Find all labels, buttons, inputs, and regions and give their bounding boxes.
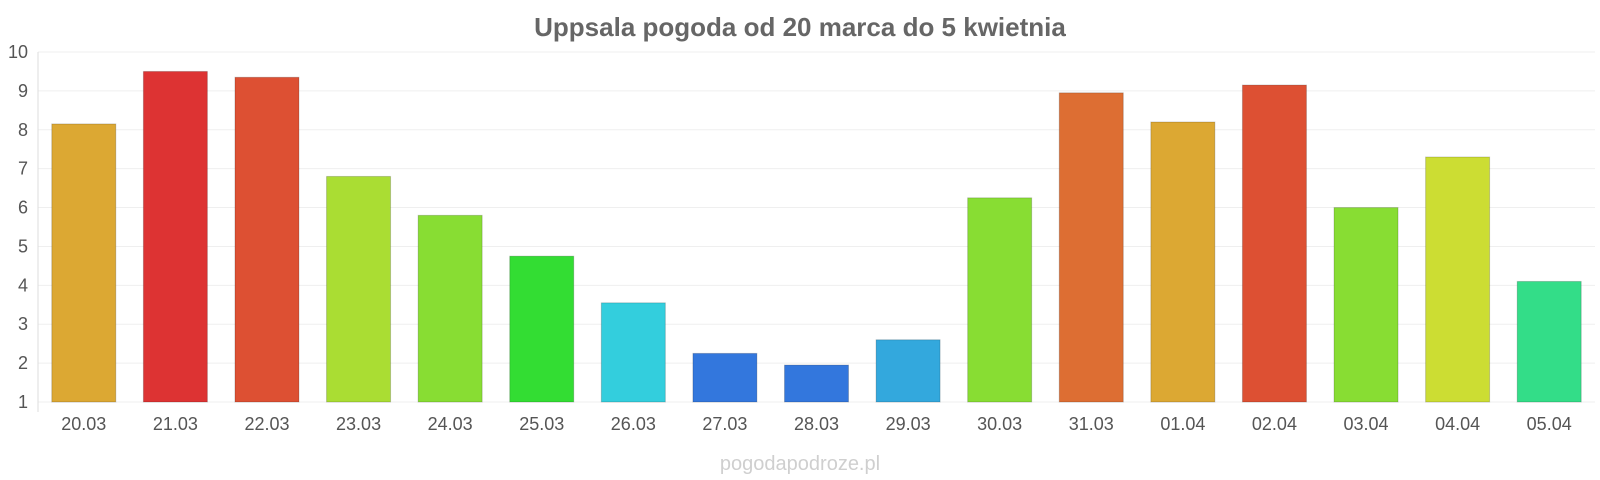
x-tick-label: 01.04 <box>1160 414 1205 434</box>
bar <box>1241 84 1307 403</box>
bar <box>1150 121 1216 403</box>
bar <box>1425 156 1491 403</box>
bar <box>234 76 300 403</box>
x-tick-label: 29.03 <box>886 414 931 434</box>
bar <box>1333 207 1399 403</box>
x-tick-label: 04.04 <box>1435 414 1480 434</box>
watermark: pogodapodroze.pl <box>720 453 880 475</box>
x-tick-label: 31.03 <box>1069 414 1114 434</box>
bar <box>509 255 575 403</box>
bars <box>51 70 1582 403</box>
y-tick-label: 6 <box>18 198 28 218</box>
chart-title: Uppsala pogoda od 20 marca do 5 kwietnia <box>534 12 1066 42</box>
bar <box>967 197 1033 403</box>
x-tick-label: 23.03 <box>336 414 381 434</box>
y-tick-label: 7 <box>18 159 28 179</box>
y-tick-label: 2 <box>18 353 28 373</box>
x-tick-label: 25.03 <box>519 414 564 434</box>
y-tick-label: 3 <box>18 314 28 334</box>
bar <box>326 175 392 403</box>
bar <box>600 302 666 403</box>
y-tick-label: 4 <box>18 275 28 295</box>
x-tick-label: 28.03 <box>794 414 839 434</box>
x-tick-label: 22.03 <box>244 414 289 434</box>
bar <box>142 70 208 403</box>
bar <box>875 339 941 403</box>
x-tick-label: 02.04 <box>1252 414 1297 434</box>
y-tick-label: 8 <box>18 120 28 140</box>
x-tick-label: 05.04 <box>1527 414 1572 434</box>
bar <box>692 352 758 403</box>
x-tick-label: 03.04 <box>1344 414 1389 434</box>
x-tick-label: 21.03 <box>153 414 198 434</box>
y-tick-label: 5 <box>18 236 28 256</box>
x-axis: 20.03 21.03 22.03 23.03 24.03 25.03 26.03 27.03… <box>61 414 1571 434</box>
x-tick-label: 30.03 <box>977 414 1022 434</box>
y-tick-label: 1 <box>18 392 28 412</box>
bar <box>1058 92 1124 403</box>
x-tick-label: 27.03 <box>702 414 747 434</box>
bar <box>784 364 849 403</box>
bar <box>1516 280 1582 403</box>
bar <box>51 123 117 403</box>
x-tick-label: 24.03 <box>428 414 473 434</box>
y-tick-label: 9 <box>18 81 28 101</box>
x-tick-label: 26.03 <box>611 414 656 434</box>
x-tick-label: 20.03 <box>61 414 106 434</box>
y-axis: 1 2 3 4 5 6 7 8 9 10 <box>8 42 39 412</box>
bar <box>417 214 483 403</box>
y-tick-label: 10 <box>8 42 28 62</box>
